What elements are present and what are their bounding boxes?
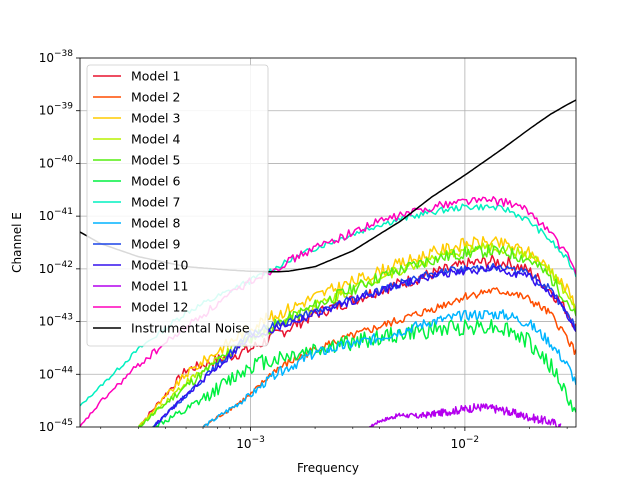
x-tick-label: 10−2 [451,435,480,451]
series-line-8 [202,309,576,427]
y-tick-label: 10−45 [39,418,73,434]
y-tick-base: 10 [39,51,54,65]
legend-label: Model 1 [131,69,180,84]
y-tick-label: 10−42 [39,260,73,276]
y-tick-exponent: −38 [54,49,73,59]
legend-label: Model 5 [131,153,180,168]
legend-label: Model 9 [131,237,181,252]
legend-box [86,64,269,347]
y-tick-base: 10 [39,367,54,381]
series-line-6 [152,318,576,427]
legend-label: Model 12 [131,300,188,315]
series-line-5 [138,244,576,427]
series-line-10 [152,264,576,427]
y-tick-base: 10 [39,315,54,329]
x-tick-exponent: −2 [466,435,479,445]
y-tick-exponent: −39 [54,102,73,112]
y-tick-base: 10 [39,156,54,170]
legend-label: Model 8 [131,216,181,231]
legend-label: Model 4 [131,132,181,147]
y-tick-exponent: −40 [54,154,73,164]
legend-label: Model 2 [131,90,180,105]
series-line-2 [202,287,576,427]
y-tick-label: 10−38 [39,49,74,65]
y-tick-base: 10 [39,420,54,434]
y-tick-base: 10 [39,209,54,223]
y-tick-label: 10−43 [39,313,73,329]
x-tick-label: 10−3 [236,435,265,451]
y-tick-exponent: −42 [54,260,73,270]
y-tick-exponent: −45 [54,418,73,428]
series-line-11 [369,403,562,427]
x-tick-base: 10 [236,437,251,451]
y-tick-exponent: −44 [54,365,73,375]
y-tick-base: 10 [39,104,54,118]
series-lines [80,99,576,427]
x-tick-exponent: −3 [252,435,265,445]
y-tick-exponent: −43 [54,313,73,323]
plot-frame [79,57,577,428]
y-tick-label: 10−40 [39,154,74,170]
y-tick-exponent: −41 [54,207,73,217]
legend-label: Model 6 [131,174,181,189]
y-tick-label: 10−41 [39,207,73,223]
legend-label: Model 3 [131,111,180,126]
y-tick-base: 10 [39,262,54,276]
series-line-9 [152,262,576,427]
axis-ticks: 10−3 10−210−4510−4410−4310−4210−4110−4010… [39,49,568,451]
legend: Model 1 Model 2 Model 3 Model 4 Model 5 Model… [86,64,269,347]
legend-label: Model 11 [131,279,188,294]
y-tick-label: 10−39 [39,102,74,118]
x-axis-label: Frequency [297,461,359,475]
x-tick-base: 10 [451,437,466,451]
legend-label: Model 10 [131,258,188,273]
legend-label: Model 7 [131,195,180,210]
y-tick-label: 10−44 [39,365,74,381]
legend-label: Instrumental Noise [131,321,250,336]
y-axis-label: Channel E [10,212,24,273]
